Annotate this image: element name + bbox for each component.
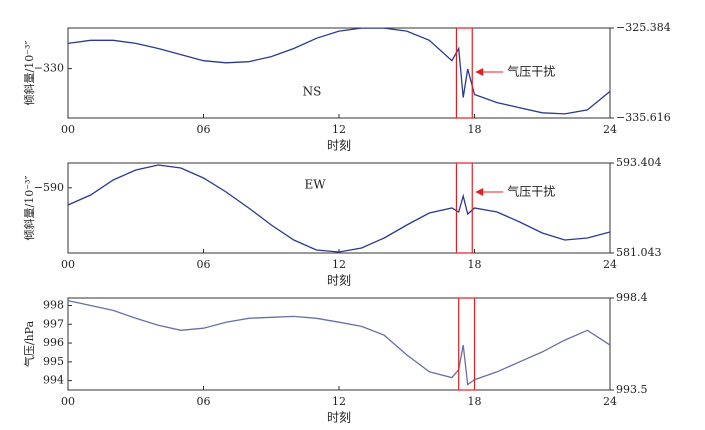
x-tick-label: 18 (468, 395, 482, 408)
y-tick-label: 998 (43, 299, 64, 312)
x-tick-label: 18 (468, 258, 482, 271)
x-axis-label: 时刻 (327, 411, 351, 425)
y-tick-label: −330 (34, 62, 64, 75)
highlight-box (455, 162, 473, 254)
x-axis-label: 时刻 (327, 139, 351, 153)
x-tick-label: 24 (603, 123, 617, 136)
y-tick-label: −590 (34, 181, 64, 194)
y-axis-label: 倾斜量/10⁻³″ (23, 175, 36, 240)
x-tick-label: 12 (332, 258, 346, 271)
data-line (67, 164, 611, 253)
data-line (67, 27, 611, 115)
x-tick-label: 18 (468, 123, 482, 136)
x-tick-label: 00 (61, 123, 75, 136)
plot-frame (67, 297, 611, 391)
x-axis-label: 时刻 (327, 274, 351, 288)
x-tick-label: 12 (332, 395, 346, 408)
panel-annotation: NS (303, 85, 322, 99)
y2-tick-label: 993.5 (616, 383, 648, 396)
callout-text: 气压干扰 (507, 64, 555, 79)
y-axis-label: 倾斜量/10⁻³″ (23, 40, 36, 105)
y-tick-label: 995 (43, 355, 64, 368)
y-tick-label: 996 (43, 336, 64, 349)
y-tick-label: 997 (43, 317, 64, 330)
callout-text: 气压干扰 (507, 184, 555, 199)
x-tick-label: 24 (603, 395, 617, 408)
y2-tick-label: 581.043 (616, 246, 662, 259)
x-tick-label: 12 (332, 123, 346, 136)
data-line (67, 299, 611, 386)
y2-tick-label: 998.4 (616, 291, 648, 304)
y2-tick-label: 593.404 (616, 156, 662, 169)
x-tick-label: 00 (61, 395, 75, 408)
y-axis-label: 气压/hPa (22, 320, 36, 367)
callout-arrowhead (475, 68, 484, 76)
x-tick-label: 00 (61, 258, 75, 271)
y-tick-label: 994 (43, 374, 64, 387)
x-tick-label: 06 (197, 395, 211, 408)
y2-tick-label: −325.384 (616, 21, 671, 34)
highlight-box (458, 297, 476, 391)
plot-frame (67, 162, 611, 254)
y2-tick-label: −335.616 (616, 111, 671, 124)
x-tick-label: 06 (197, 258, 211, 271)
x-tick-label: 24 (603, 258, 617, 271)
callout-arrowhead (475, 188, 484, 196)
panel-annotation: EW (304, 178, 326, 192)
highlight-box (455, 27, 473, 119)
x-tick-label: 06 (197, 123, 211, 136)
